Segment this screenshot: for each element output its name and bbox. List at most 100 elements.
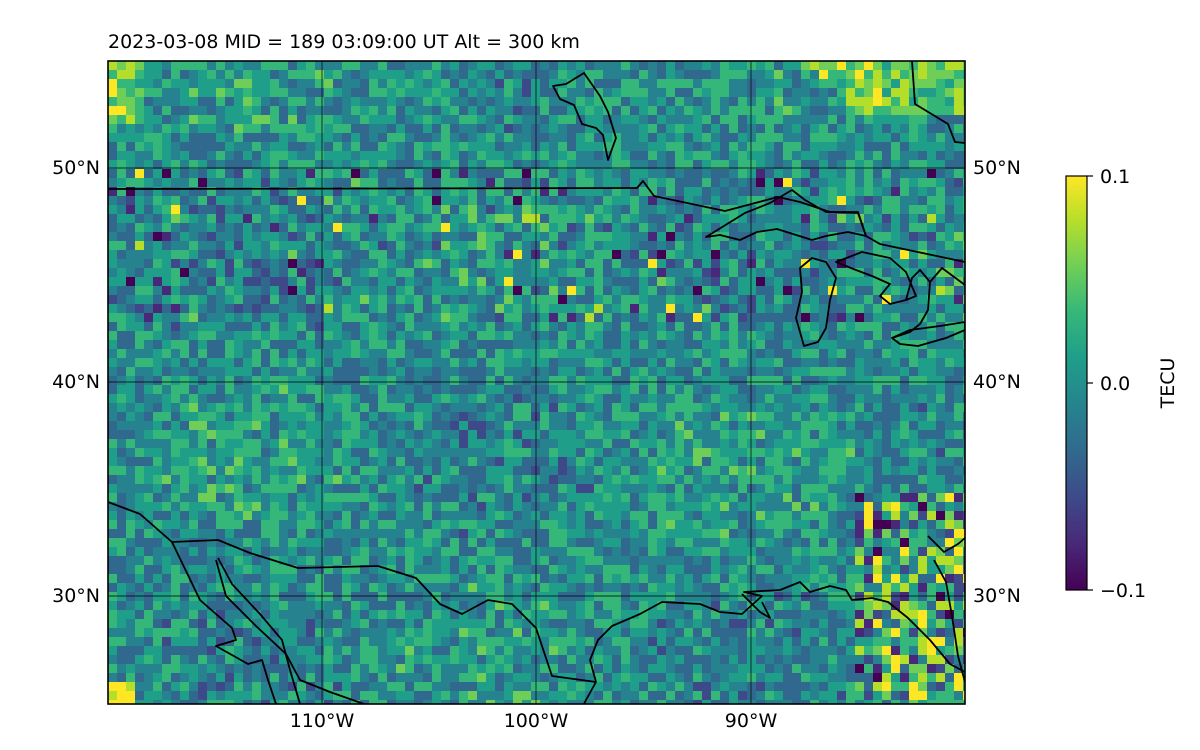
tec-cell — [306, 169, 316, 179]
tec-cell — [801, 178, 811, 188]
tec-cell — [882, 313, 892, 323]
tec-cell — [279, 385, 289, 395]
tec-cell — [558, 259, 568, 269]
tec-cell — [891, 385, 901, 395]
tec-cell — [720, 214, 730, 224]
tec-cell — [873, 286, 883, 296]
tec-cell — [243, 187, 253, 197]
tec-cell — [567, 70, 577, 80]
tec-cell — [927, 394, 937, 404]
tec-cell — [945, 520, 955, 530]
tec-cell — [369, 178, 379, 188]
tec-cell — [387, 268, 397, 278]
tec-cell — [270, 448, 280, 458]
tec-cell — [594, 160, 604, 170]
tec-cell — [117, 115, 127, 125]
tec-cell — [666, 340, 676, 350]
tec-cell — [315, 367, 325, 377]
tec-cell — [297, 322, 307, 332]
tec-cell — [540, 259, 550, 269]
tec-cell — [333, 286, 343, 296]
tec-cell — [270, 232, 280, 242]
tec-cell — [477, 259, 487, 269]
tec-cell — [225, 421, 235, 431]
tec-cell — [567, 187, 577, 197]
tec-cell — [378, 430, 388, 440]
tec-cell — [270, 421, 280, 431]
tec-cell — [108, 133, 118, 143]
tec-cell — [180, 106, 190, 116]
tec-cell — [864, 439, 874, 449]
tec-cell — [882, 439, 892, 449]
tec-cell — [945, 115, 955, 125]
tec-cell — [648, 349, 658, 359]
tec-cell — [936, 142, 946, 152]
tec-cell — [504, 313, 514, 323]
tec-cell — [936, 466, 946, 476]
tec-cell — [954, 223, 964, 233]
tec-cell — [936, 358, 946, 368]
tec-cell — [837, 241, 847, 251]
tec-cell — [198, 88, 208, 98]
tec-cell — [828, 250, 838, 260]
tec-cell — [126, 124, 136, 134]
tec-cell — [918, 502, 928, 512]
tec-cell — [324, 358, 334, 368]
tec-cell — [117, 358, 127, 368]
tec-cell — [918, 178, 928, 188]
tec-cell — [855, 61, 865, 71]
tec-cell — [702, 421, 712, 431]
tec-cell — [783, 475, 793, 485]
tec-cell — [306, 250, 316, 260]
tec-cell — [675, 439, 685, 449]
tec-cell — [684, 115, 694, 125]
tec-cell — [207, 169, 217, 179]
tec-cell — [153, 232, 163, 242]
tec-cell — [855, 493, 865, 503]
tec-cell — [171, 322, 181, 332]
tec-cell — [819, 115, 829, 125]
tec-cell — [891, 349, 901, 359]
tec-cell — [423, 349, 433, 359]
tec-cell — [855, 205, 865, 215]
tec-cell — [855, 133, 865, 143]
tec-cell — [585, 268, 595, 278]
tec-cell — [261, 430, 271, 440]
tec-cell — [828, 277, 838, 287]
tec-cell — [171, 367, 181, 377]
tec-cell — [369, 304, 379, 314]
tec-cell — [396, 79, 406, 89]
tec-cell — [558, 169, 568, 179]
tec-cell — [414, 70, 424, 80]
tec-cell — [477, 412, 487, 422]
tec-cell — [288, 187, 298, 197]
tec-cell — [468, 466, 478, 476]
tec-cell — [261, 286, 271, 296]
tec-cell — [405, 106, 415, 116]
tec-cell — [270, 349, 280, 359]
tec-cell — [234, 466, 244, 476]
tec-cell — [495, 295, 505, 305]
tec-cell — [225, 430, 235, 440]
tec-cell — [792, 439, 802, 449]
tec-cell — [297, 97, 307, 107]
tec-cell — [297, 61, 307, 71]
tec-cell — [243, 295, 253, 305]
tec-cell — [207, 439, 217, 449]
tec-cell — [765, 169, 775, 179]
tec-cell — [837, 304, 847, 314]
tec-cell — [117, 439, 127, 449]
tec-cell — [756, 412, 766, 422]
tec-cell — [702, 115, 712, 125]
tec-cell — [792, 457, 802, 467]
tec-cell — [909, 277, 919, 287]
tec-cell — [936, 412, 946, 422]
tec-cell — [243, 106, 253, 116]
tec-cell — [846, 259, 856, 269]
tec-cell — [792, 70, 802, 80]
tec-cell — [963, 412, 965, 422]
tec-cell — [846, 475, 856, 485]
tec-cell — [450, 520, 460, 530]
tec-cell — [846, 79, 856, 89]
tec-cell — [558, 322, 568, 332]
